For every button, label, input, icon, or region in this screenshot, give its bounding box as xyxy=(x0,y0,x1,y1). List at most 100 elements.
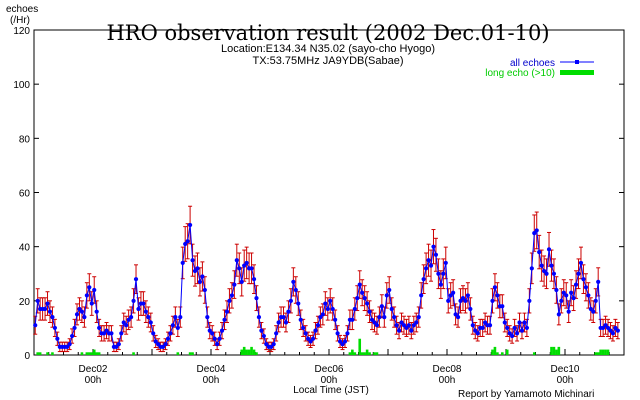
data-point xyxy=(529,266,534,271)
data-point xyxy=(360,290,365,295)
footer-credit: Report by Yamamoto Michinari xyxy=(458,389,594,400)
x-tick-sublabel: 00h xyxy=(439,375,456,386)
data-point xyxy=(578,260,584,266)
y-tick-label: 80 xyxy=(19,134,31,145)
data-point xyxy=(495,293,500,298)
long-echo-bar xyxy=(252,349,256,355)
data-point xyxy=(608,328,613,333)
data-point xyxy=(200,274,205,279)
data-point xyxy=(487,323,493,328)
chart-subtitle-tx: TX:53.75MHz JA9YDB(Sabae) xyxy=(252,55,403,67)
data-point xyxy=(293,287,298,293)
long-echo-bar xyxy=(92,349,96,355)
data-point xyxy=(438,282,443,287)
data-point xyxy=(591,309,596,314)
data-point xyxy=(534,228,539,233)
data-point xyxy=(458,298,463,303)
long-echo-bar xyxy=(532,352,536,355)
data-point xyxy=(416,314,421,320)
data-point xyxy=(224,309,230,314)
data-point xyxy=(559,298,564,303)
data-point xyxy=(352,306,357,312)
data-point xyxy=(52,325,57,331)
data-point xyxy=(517,320,522,325)
data-point xyxy=(259,328,264,333)
data-point xyxy=(207,328,212,333)
long-echo-bar xyxy=(191,352,194,355)
data-point xyxy=(411,323,416,328)
data-point xyxy=(546,247,552,252)
x-tick-label: Dec04 xyxy=(197,364,226,375)
data-point xyxy=(197,279,203,284)
data-point xyxy=(160,344,166,349)
long-echo-bar xyxy=(604,349,607,355)
data-point xyxy=(350,317,355,322)
long-echo-bar xyxy=(596,352,600,355)
x-tick-label: Dec08 xyxy=(433,364,462,375)
long-echo-bar xyxy=(496,352,499,355)
y-tick-label: 120 xyxy=(13,26,30,37)
data-point xyxy=(119,331,124,336)
data-point xyxy=(288,298,293,303)
long-echo-bar xyxy=(97,352,101,355)
data-point xyxy=(372,320,377,325)
data-point xyxy=(281,314,286,320)
long-echo-bar xyxy=(375,352,379,355)
data-point xyxy=(114,344,119,349)
long-echo-bar xyxy=(594,352,598,355)
data-point xyxy=(141,301,146,306)
long-echo-bar xyxy=(505,349,509,355)
data-point xyxy=(291,279,296,284)
data-point xyxy=(379,304,384,309)
long-echo-bar xyxy=(188,352,192,355)
data-point xyxy=(239,279,244,284)
data-point xyxy=(146,314,151,320)
data-point xyxy=(426,258,431,263)
long-echo-bar xyxy=(557,346,561,355)
chart-subtitle-location: Location:E134.34 N35.02 (sayo-cho Hyogo) xyxy=(221,43,435,55)
data-point xyxy=(315,323,321,328)
data-point xyxy=(448,293,453,298)
data-point xyxy=(168,331,173,336)
data-point xyxy=(325,306,330,312)
legend-marker-long-echo xyxy=(560,70,594,75)
long-echo-bar xyxy=(85,352,89,355)
data-point xyxy=(441,271,446,276)
data-point xyxy=(596,279,601,284)
legend-marker-all-echoes xyxy=(575,60,579,64)
data-point xyxy=(261,333,266,339)
data-point xyxy=(566,309,571,314)
data-point xyxy=(249,266,254,271)
data-point xyxy=(219,328,225,333)
data-point xyxy=(576,271,581,276)
long-echo-bar xyxy=(360,352,364,355)
data-point xyxy=(389,306,394,312)
error-bars xyxy=(33,205,620,353)
data-point xyxy=(234,258,239,263)
data-point xyxy=(242,263,247,268)
long-echo-bar xyxy=(46,352,49,355)
data-point xyxy=(170,323,175,328)
data-point xyxy=(215,342,220,347)
data-point xyxy=(421,277,426,282)
data-point xyxy=(601,325,606,331)
data-point xyxy=(116,342,121,347)
data-point xyxy=(382,314,387,320)
data-point xyxy=(510,333,515,339)
data-point xyxy=(129,314,134,320)
long-echo-bar xyxy=(373,352,376,355)
data-point xyxy=(561,290,566,295)
long-echo-bar xyxy=(250,346,253,355)
data-point xyxy=(502,320,507,325)
y-axis: 0 20 40 60 80 100 120 xyxy=(13,26,624,362)
data-point xyxy=(65,344,70,349)
data-point xyxy=(465,293,470,298)
data-point xyxy=(436,271,441,276)
long-echo-bar xyxy=(555,349,558,355)
data-point xyxy=(205,314,210,320)
data-point xyxy=(136,306,141,312)
data-point xyxy=(492,285,498,290)
long-echo-bar xyxy=(501,352,504,355)
data-point xyxy=(539,263,544,268)
